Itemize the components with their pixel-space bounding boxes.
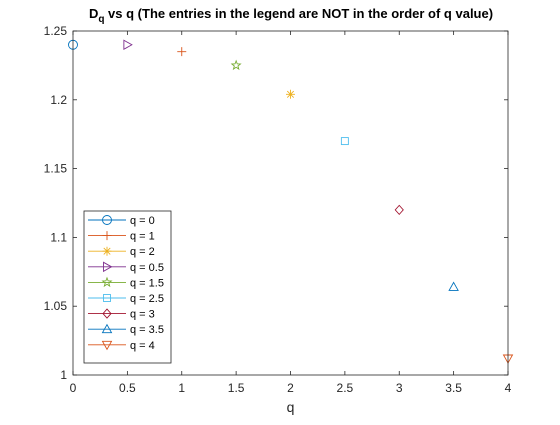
legend-entry-q-1-5: q = 1.5	[88, 276, 164, 289]
legend-label: q = 2	[130, 246, 155, 258]
data-point-q-2	[286, 89, 295, 99]
legend-entry-q-0: q = 0	[88, 215, 155, 227]
y-tick-label-1-1: 1.1	[50, 230, 67, 244]
legend-entry-q-2: q = 2	[88, 246, 155, 258]
title-main: D	[89, 6, 98, 21]
data-point-q-2-5	[340, 137, 349, 146]
chart-title: Dq vs q (The entries in the legend are N…	[89, 6, 493, 25]
x-tick-label-3-5: 3.5	[445, 381, 462, 395]
legend-entry-q-3: q = 3	[88, 308, 155, 321]
data-point-q-0-5	[123, 39, 133, 51]
legend-label: q = 1.5	[130, 277, 164, 289]
legend-marker	[103, 294, 111, 302]
x-tick-label-0: 0	[70, 381, 77, 395]
legend-label: q = 3	[130, 309, 155, 321]
legend-label: q = 0	[130, 215, 155, 227]
y-tick-label-1: 1	[60, 368, 67, 382]
x-axis-label: q	[287, 399, 295, 415]
y-tick-label-1-15: 1.15	[44, 162, 68, 176]
data-point-q-3	[394, 204, 404, 216]
x-tick-label-2: 2	[287, 381, 294, 395]
x-axis-ticks: 0 0.5 1 1.5 2 2.5 3 3.5 4	[70, 31, 512, 395]
legend-marker	[102, 231, 112, 241]
legend-entry-q-4: q = 4	[88, 340, 155, 352]
legend-label: q = 1	[130, 231, 155, 243]
legend-box	[83, 210, 172, 364]
legend-entry-q-0-5: q = 0.5	[88, 261, 164, 274]
x-tick-label-1-5: 1.5	[228, 381, 245, 395]
legend-marker	[101, 276, 113, 288]
data-point-q-1	[177, 47, 187, 57]
x-tick-label-2-5: 2.5	[337, 381, 354, 395]
legend-marker	[101, 340, 113, 351]
legend-marker	[103, 261, 113, 273]
legend-marker	[101, 323, 113, 334]
legend-label: q = 3.5	[130, 324, 164, 336]
legend-marker	[102, 308, 112, 319]
y-tick-label-1-2: 1.2	[50, 93, 67, 107]
legend: q = 0 q = 1 q = 2 q = 0.5 q = 1.5 q = 2.5 q = …	[83, 210, 172, 364]
x-tick-label-3: 3	[396, 381, 403, 395]
legend-label: q = 4	[130, 340, 155, 352]
x-tick-label-0-5: 0.5	[119, 381, 136, 395]
legend-entry-q-1: q = 1	[88, 231, 155, 243]
legend-marker	[102, 246, 112, 256]
y-axis-ticks: 1 1.05 1.1 1.15 1.2 1.25	[44, 24, 508, 382]
data-point-q-3-5	[448, 281, 459, 291]
title-rest: vs q (The entries in the legend are NOT …	[104, 6, 493, 21]
y-tick-label-1-05: 1.05	[44, 299, 68, 313]
legend-marker	[102, 215, 112, 225]
y-tick-label-1-25: 1.25	[44, 24, 68, 38]
legend-entry-q-2-5: q = 2.5	[88, 293, 164, 305]
legend-label: q = 2.5	[130, 293, 164, 305]
legend-label: q = 0.5	[130, 262, 164, 274]
legend-entries: q = 0 q = 1 q = 2 q = 0.5 q = 1.5 q = 2.5 q = …	[88, 215, 164, 352]
legend-entry-q-3-5: q = 3.5	[88, 323, 164, 336]
plot-border	[72, 30, 509, 376]
title-subscript: q	[98, 14, 104, 25]
x-tick-label-4: 4	[505, 381, 512, 395]
data-point-q-1-5	[230, 59, 242, 71]
x-tick-label-1: 1	[178, 381, 185, 395]
